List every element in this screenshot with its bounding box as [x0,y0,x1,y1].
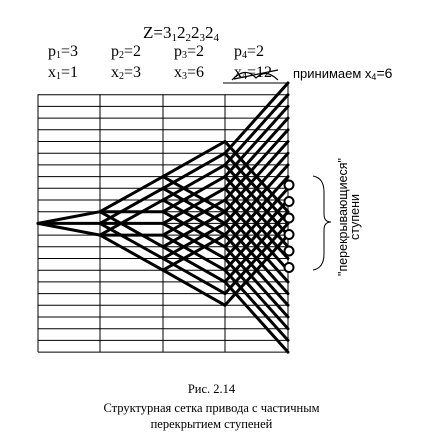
param-x1: x1=1 [48,64,79,82]
ray-group-4 [223,81,290,155]
overlap-brace [312,175,332,271]
param-p4: p4=2 [234,43,265,61]
ray-group-4 [223,210,290,284]
ray-group-4 [223,128,290,202]
overlap-marker [283,196,295,207]
overlap-markers [283,179,295,273]
ray-group-4 [223,233,290,307]
param-p1: p1=3 [48,43,79,61]
side-label-steps: ступени [348,194,362,240]
ray-group-2 [98,233,165,272]
ray-group-3 [161,140,227,179]
ray-group-2 [98,221,165,260]
crossout-scribble [231,69,279,81]
ray-group-2 [98,175,165,214]
ray-group-1 [36,210,102,225]
formula-base-3: 2 [190,23,200,42]
figure-number: Рис. 2.14 [187,382,236,396]
ray-group-3 [161,268,227,307]
formula-sub-4: 4 [213,32,219,44]
overlap-marker [283,262,295,273]
formula-base-2: 2 [176,23,186,42]
overlap-marker [283,212,295,224]
ray-group-3 [161,151,227,190]
formula-sub-3: 3 [199,32,205,44]
ray-group-4 [223,163,290,237]
ray-group-3 [161,163,227,202]
ray-group-1 [36,221,102,237]
param-p3: p3=2 [174,43,205,61]
formula-sub-2: 2 [185,32,191,44]
accepted-note: принимаем x4=6 [293,65,393,82]
ray-group-3 [161,233,227,272]
ray-group-4 [223,198,290,272]
ray-group-4 [223,221,290,296]
ray-group-3 [161,221,227,260]
ray-group-4 [223,93,290,167]
formula-base-1: 3 [162,23,172,42]
formula-prefix: Z= [143,23,163,42]
ray-group-3 [161,210,227,249]
formula-sub-1: 1 [171,32,177,44]
ray-group-2 [98,210,165,249]
crossout-stroke [231,69,279,81]
param-x3: x3=6 [174,64,205,82]
param-x2: x2=3 [111,64,142,82]
ray-group-3 [161,186,227,225]
param-p2: p2=2 [111,43,142,61]
transmission-rays [36,81,290,354]
ray-group-3 [161,198,227,237]
structural-formula: Z=31222324 [143,24,219,44]
overlap-marker [283,179,295,191]
caption-line-2: перекрытием ступеней [150,417,273,431]
overlap-marker [283,229,295,240]
caption-line-1: Структурная сетка привода с частичным [103,401,320,415]
overlap-marker [283,245,295,257]
formula-base-4: 2 [204,23,214,42]
